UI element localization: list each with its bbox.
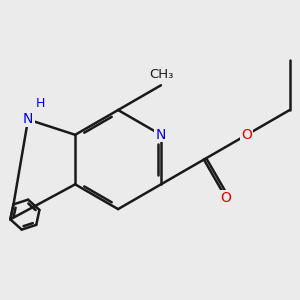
Text: H: H [36, 97, 45, 110]
Text: N: N [156, 128, 166, 142]
Text: O: O [241, 128, 253, 142]
Text: O: O [241, 128, 252, 142]
Text: O: O [220, 191, 232, 205]
Text: N: N [22, 112, 34, 127]
Text: O: O [221, 191, 232, 205]
Text: N: N [23, 112, 33, 127]
Text: N: N [155, 128, 167, 142]
Text: CH₃: CH₃ [149, 68, 173, 81]
